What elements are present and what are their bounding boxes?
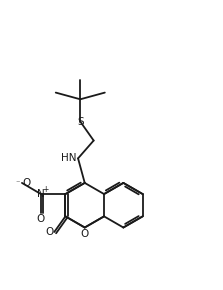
Text: O: O [81, 229, 89, 239]
Text: O: O [37, 214, 45, 224]
Text: O: O [45, 227, 53, 237]
Text: +: + [43, 185, 49, 194]
Text: HN: HN [61, 153, 77, 163]
Text: O: O [22, 178, 30, 188]
Text: N: N [37, 189, 45, 199]
Text: S: S [77, 117, 84, 126]
Text: ⁻: ⁻ [16, 178, 20, 187]
